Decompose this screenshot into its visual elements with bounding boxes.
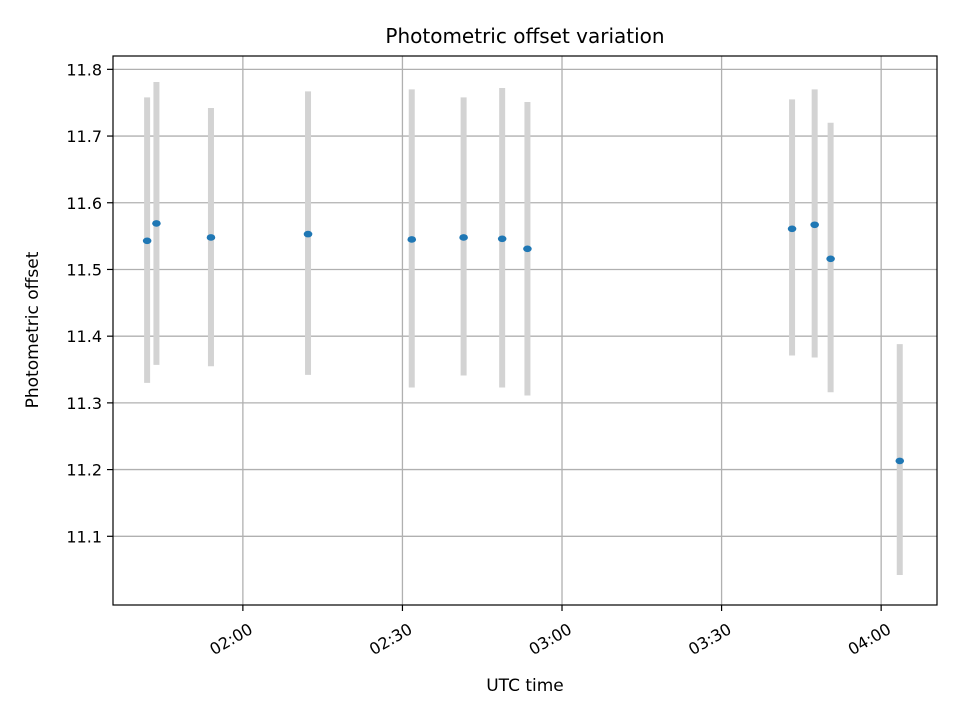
data-point	[407, 236, 417, 243]
data-point	[810, 221, 819, 229]
x-axis-ticks: 02:00 02:30 03:00 03:30 04:00	[206, 605, 894, 659]
x-axis-label: UTC time	[486, 676, 564, 696]
x-tick-label: 02:00	[206, 619, 255, 659]
plot-area-frame	[112, 55, 938, 606]
data-point	[459, 234, 468, 241]
y-tick-label: 11.6	[66, 194, 102, 213]
y-tick-label: 11.7	[66, 127, 102, 146]
data-point	[787, 225, 797, 233]
x-tick-label: 02:30	[366, 619, 415, 659]
chart-title: Photometric offset variation	[385, 24, 664, 48]
data-points	[142, 220, 905, 465]
y-axis-label: Photometric offset	[23, 251, 43, 408]
x-tick-label: 03:30	[685, 619, 734, 659]
y-axis-ticks: 11.1 11.2 11.3 11.4 11.5 11.6 11.7 11.8	[66, 60, 113, 546]
data-point	[523, 245, 532, 253]
x-tick-label: 04:00	[845, 619, 894, 659]
y-tick-label: 11.8	[66, 60, 102, 79]
data-point	[206, 234, 216, 241]
data-point	[826, 255, 835, 263]
data-point	[152, 220, 161, 227]
data-point	[497, 235, 507, 243]
y-tick-label: 11.1	[66, 527, 102, 546]
y-tick-label: 11.3	[66, 394, 102, 413]
y-tick-label: 11.2	[66, 461, 102, 480]
y-tick-label: 11.4	[66, 327, 102, 346]
error-bars	[144, 82, 903, 575]
data-point	[303, 230, 313, 238]
x-tick-label: 03:00	[526, 619, 575, 659]
y-tick-label: 11.5	[66, 260, 102, 279]
data-point	[895, 457, 905, 465]
data-point	[142, 237, 152, 245]
